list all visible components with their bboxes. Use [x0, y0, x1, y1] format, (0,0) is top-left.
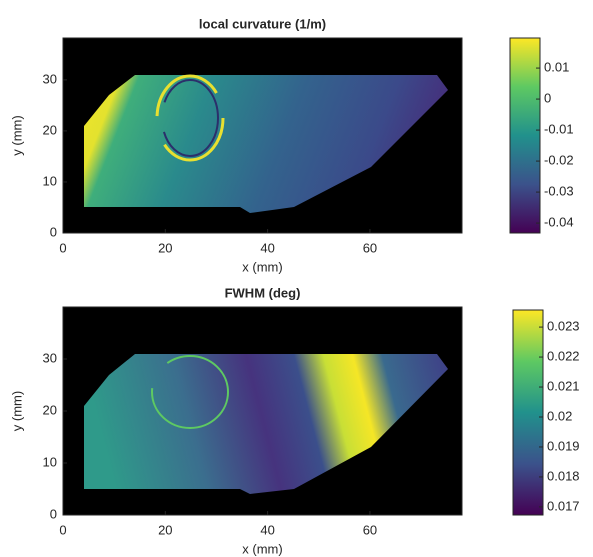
- colorbar-tick-label: -0.04: [544, 215, 574, 230]
- colorbar-tick-label: -0.02: [544, 153, 574, 168]
- chart-title: FWHM (deg): [225, 285, 301, 300]
- x-tick-label: 0: [59, 522, 66, 537]
- x-tick-label: 40: [260, 522, 274, 537]
- colorbar-frame: [509, 37, 541, 234]
- y-tick-label: 20: [43, 122, 57, 137]
- x-tick-label: 20: [158, 522, 172, 537]
- colorbar-tick-label: 0: [544, 91, 551, 106]
- colorbar-tick-label: 0.022: [547, 348, 580, 363]
- y-tick-label: 20: [43, 402, 57, 417]
- y-axis-label: y (mm): [9, 115, 24, 155]
- colorbar-frame: [512, 309, 544, 516]
- x-tick-label: 60: [363, 522, 377, 537]
- chart-title: local curvature (1/m): [199, 16, 326, 31]
- colorbar-tick-label: -0.01: [544, 122, 574, 137]
- colorbar-tick-label: 0.023: [547, 319, 580, 334]
- x-tick-label: 60: [363, 240, 377, 255]
- y-tick-label: 30: [43, 71, 57, 86]
- colorbar-tick-label: 0.021: [547, 378, 580, 393]
- y-axis-label: y (mm): [9, 391, 24, 431]
- y-tick-label: 10: [43, 173, 57, 188]
- x-axis-label: x (mm): [242, 541, 282, 556]
- colorbar-tick-label: -0.03: [544, 184, 574, 199]
- x-tick-label: 20: [158, 240, 172, 255]
- colorbar-tick-label: 0.018: [547, 468, 580, 483]
- colorbar-tick-label: 0.017: [547, 498, 580, 513]
- y-tick-label: 0: [50, 506, 57, 521]
- y-tick-label: 10: [43, 454, 57, 469]
- axes-background: [63, 38, 543, 515]
- y-tick-label: 0: [50, 224, 57, 239]
- x-tick-label: 0: [59, 240, 66, 255]
- x-tick-label: 40: [260, 240, 274, 255]
- axes-frame: [62, 37, 463, 234]
- colorbar-tick-label: 0.02: [547, 408, 572, 423]
- colorbar-tick-label: 0.019: [547, 438, 580, 453]
- colorbar-tick-label: 0.01: [544, 60, 569, 75]
- y-tick-label: 30: [43, 350, 57, 365]
- x-axis-label: x (mm): [242, 259, 282, 274]
